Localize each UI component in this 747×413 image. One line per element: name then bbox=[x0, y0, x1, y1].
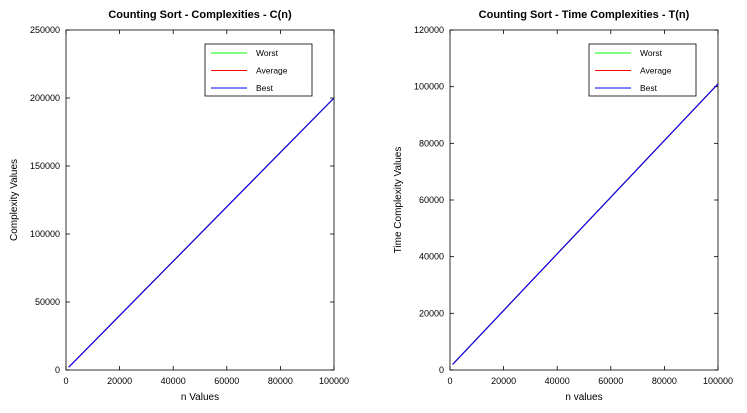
legend-entry: Best bbox=[640, 83, 658, 93]
x-tick-label: 40000 bbox=[161, 376, 186, 386]
y-tick-label: 200000 bbox=[30, 93, 60, 103]
x-tick-label: 100000 bbox=[319, 376, 349, 386]
x-tick-label: 100000 bbox=[703, 376, 733, 386]
series-line-best bbox=[68, 97, 335, 368]
plot-frame bbox=[449, 29, 719, 371]
series-line-best bbox=[452, 83, 719, 365]
y-axis-label: Complexity Values bbox=[9, 159, 20, 241]
series-lines bbox=[68, 97, 335, 368]
legend-entry: Average bbox=[640, 66, 672, 76]
series-lines bbox=[452, 83, 719, 365]
x-tick-label: 0 bbox=[63, 376, 68, 386]
legend-entry: Average bbox=[256, 66, 288, 76]
x-tick-label: 80000 bbox=[268, 376, 293, 386]
axis-ticks: 0 20000 40000 60000 80000 100000 0 20000 40000 60… bbox=[414, 25, 733, 386]
y-tick-label: 100000 bbox=[414, 82, 444, 92]
x-axis-label: n Values bbox=[181, 392, 219, 403]
legend: Worst Average Best bbox=[588, 43, 697, 97]
legend-entry: Worst bbox=[256, 48, 279, 58]
time-complexities-chart: Counting Sort - Time Complexities - T(n)… bbox=[393, 9, 733, 403]
y-tick-label: 120000 bbox=[414, 25, 444, 35]
y-tick-label: 0 bbox=[55, 365, 60, 375]
y-tick-label: 250000 bbox=[30, 25, 60, 35]
x-tick-label: 20000 bbox=[491, 376, 516, 386]
chart-title: Counting Sort - Complexities - C(n) bbox=[108, 9, 292, 21]
y-tick-label: 150000 bbox=[30, 161, 60, 171]
x-tick-label: 0 bbox=[447, 376, 452, 386]
y-axis-label: Time Complexity Values bbox=[393, 147, 404, 254]
x-tick-label: 60000 bbox=[214, 376, 239, 386]
y-tick-label: 50000 bbox=[35, 297, 60, 307]
legend-entry: Best bbox=[256, 83, 274, 93]
x-tick-label: 20000 bbox=[107, 376, 132, 386]
y-tick-label: 20000 bbox=[419, 308, 444, 318]
y-tick-label: 40000 bbox=[419, 252, 444, 262]
y-tick-label: 80000 bbox=[419, 138, 444, 148]
x-axis-label: n values bbox=[565, 392, 602, 403]
legend-entry: Worst bbox=[640, 48, 663, 58]
axis-ticks: 0 20000 40000 60000 80000 100000 0 50000 100000 1… bbox=[30, 25, 349, 386]
y-tick-label: 60000 bbox=[419, 195, 444, 205]
x-tick-label: 80000 bbox=[652, 376, 677, 386]
x-tick-label: 40000 bbox=[545, 376, 570, 386]
y-tick-label: 100000 bbox=[30, 229, 60, 239]
legend: Worst Average Best bbox=[204, 43, 313, 97]
complexities-chart: Counting Sort - Complexities - C(n) n Va… bbox=[9, 9, 349, 403]
plot-frame bbox=[65, 29, 335, 371]
y-tick-label: 0 bbox=[439, 365, 444, 375]
x-tick-label: 60000 bbox=[598, 376, 623, 386]
chart-title: Counting Sort - Time Complexities - T(n) bbox=[479, 9, 690, 21]
